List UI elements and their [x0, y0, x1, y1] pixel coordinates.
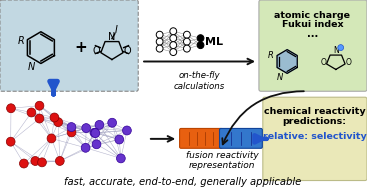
Circle shape [20, 159, 28, 168]
Circle shape [338, 45, 343, 51]
Circle shape [35, 101, 44, 110]
Circle shape [67, 128, 76, 137]
Text: Fukui index: Fukui index [282, 20, 343, 29]
Circle shape [156, 31, 163, 38]
Text: N: N [333, 46, 339, 55]
Text: ...: ... [307, 29, 318, 39]
FancyBboxPatch shape [263, 97, 367, 180]
Text: O: O [346, 58, 351, 67]
Text: predictions:: predictions: [282, 117, 346, 126]
Circle shape [197, 42, 204, 49]
FancyBboxPatch shape [0, 0, 138, 91]
FancyBboxPatch shape [179, 129, 222, 148]
Circle shape [31, 156, 40, 165]
Circle shape [156, 45, 163, 52]
Circle shape [184, 31, 190, 38]
Text: R: R [268, 51, 274, 60]
Circle shape [35, 114, 44, 123]
Text: N: N [108, 32, 116, 42]
Text: I: I [114, 25, 117, 35]
Circle shape [115, 135, 124, 144]
Circle shape [170, 28, 177, 35]
Circle shape [38, 158, 46, 167]
Circle shape [91, 129, 100, 138]
Text: chemical reactivity: chemical reactivity [264, 107, 365, 116]
Circle shape [156, 38, 163, 45]
Circle shape [27, 108, 36, 117]
Circle shape [170, 35, 177, 42]
Circle shape [184, 38, 190, 45]
Circle shape [6, 104, 15, 113]
Text: atomic charge: atomic charge [274, 11, 351, 20]
Circle shape [123, 126, 131, 135]
Circle shape [47, 134, 56, 143]
Text: N: N [277, 73, 284, 82]
Text: O: O [124, 46, 131, 56]
Circle shape [55, 156, 64, 165]
Text: fast, accurate, end-to-end, generally applicable: fast, accurate, end-to-end, generally ap… [64, 177, 302, 187]
Text: N: N [28, 62, 35, 72]
Circle shape [6, 137, 15, 146]
Circle shape [90, 128, 99, 137]
Circle shape [116, 154, 125, 163]
Text: ML: ML [205, 37, 224, 47]
Circle shape [67, 123, 76, 132]
Circle shape [95, 120, 104, 129]
Circle shape [50, 113, 59, 122]
Circle shape [197, 35, 204, 42]
Text: +: + [74, 40, 87, 55]
Text: fusion reactivity
representation: fusion reactivity representation [185, 151, 258, 170]
Circle shape [82, 124, 90, 132]
FancyBboxPatch shape [219, 129, 262, 148]
Text: O: O [93, 46, 100, 56]
Circle shape [54, 118, 63, 127]
Text: R: R [18, 36, 25, 46]
Text: O: O [320, 58, 326, 67]
Circle shape [108, 118, 116, 127]
Text: relative: selectivity: relative: selectivity [262, 132, 366, 141]
FancyBboxPatch shape [259, 0, 367, 91]
Circle shape [184, 45, 190, 52]
Circle shape [81, 143, 90, 152]
Circle shape [170, 42, 177, 49]
Circle shape [170, 49, 177, 56]
Circle shape [92, 140, 101, 149]
Text: on-the-fly
calculations: on-the-fly calculations [174, 71, 225, 91]
Polygon shape [277, 50, 297, 73]
